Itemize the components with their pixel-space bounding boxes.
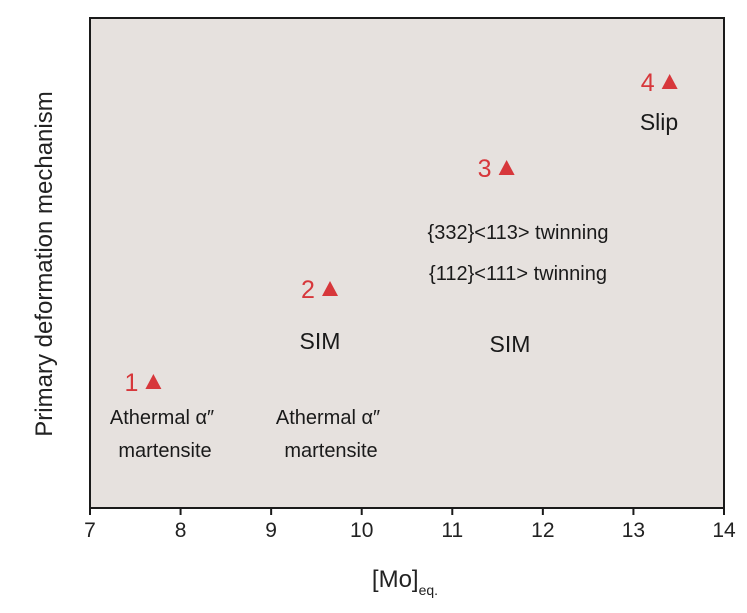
x-axis-label: [Mo]eq. xyxy=(372,566,438,598)
x-tick-label: 14 xyxy=(712,519,736,542)
y-axis-label: Primary deformation mechanism xyxy=(31,91,58,436)
data-point-label: 1 xyxy=(124,369,138,397)
data-point-marker xyxy=(661,74,678,89)
data-point-label: 4 xyxy=(641,69,655,97)
annotation-slip: Slip xyxy=(640,109,678,135)
data-point-marker xyxy=(498,160,515,175)
data-point-marker xyxy=(322,281,339,296)
data-point-label: 2 xyxy=(301,276,315,304)
annotation-sim-1: SIM xyxy=(300,328,341,354)
x-tick-label: 11 xyxy=(441,519,463,542)
plot-area xyxy=(89,17,725,509)
x-axis-label-sub: eq. xyxy=(419,582,438,598)
x-tick-label: 9 xyxy=(265,519,277,542)
annotation-1-line-2: martensite xyxy=(118,440,211,462)
annotation-2-line-2: martensite xyxy=(284,440,377,462)
x-tick-label: 10 xyxy=(350,519,373,542)
annotation-twinning-112: {112}<111> twinning xyxy=(429,263,607,285)
x-tick-label: 12 xyxy=(531,519,554,542)
annotation-sim-2: SIM xyxy=(490,331,531,357)
annotation-1-line-1: Athermal α″ xyxy=(110,407,214,429)
x-axis-label-main: [Mo] xyxy=(372,566,419,593)
data-point-label: 3 xyxy=(478,155,492,183)
x-tick-label: 7 xyxy=(84,519,96,542)
annotation-2-line-1: Athermal α″ xyxy=(276,407,380,429)
data-point-marker xyxy=(145,374,162,389)
annotation-twinning-332: {332}<113> twinning xyxy=(428,222,609,244)
x-tick-label: 13 xyxy=(622,519,645,542)
x-tick-label: 8 xyxy=(175,519,187,542)
